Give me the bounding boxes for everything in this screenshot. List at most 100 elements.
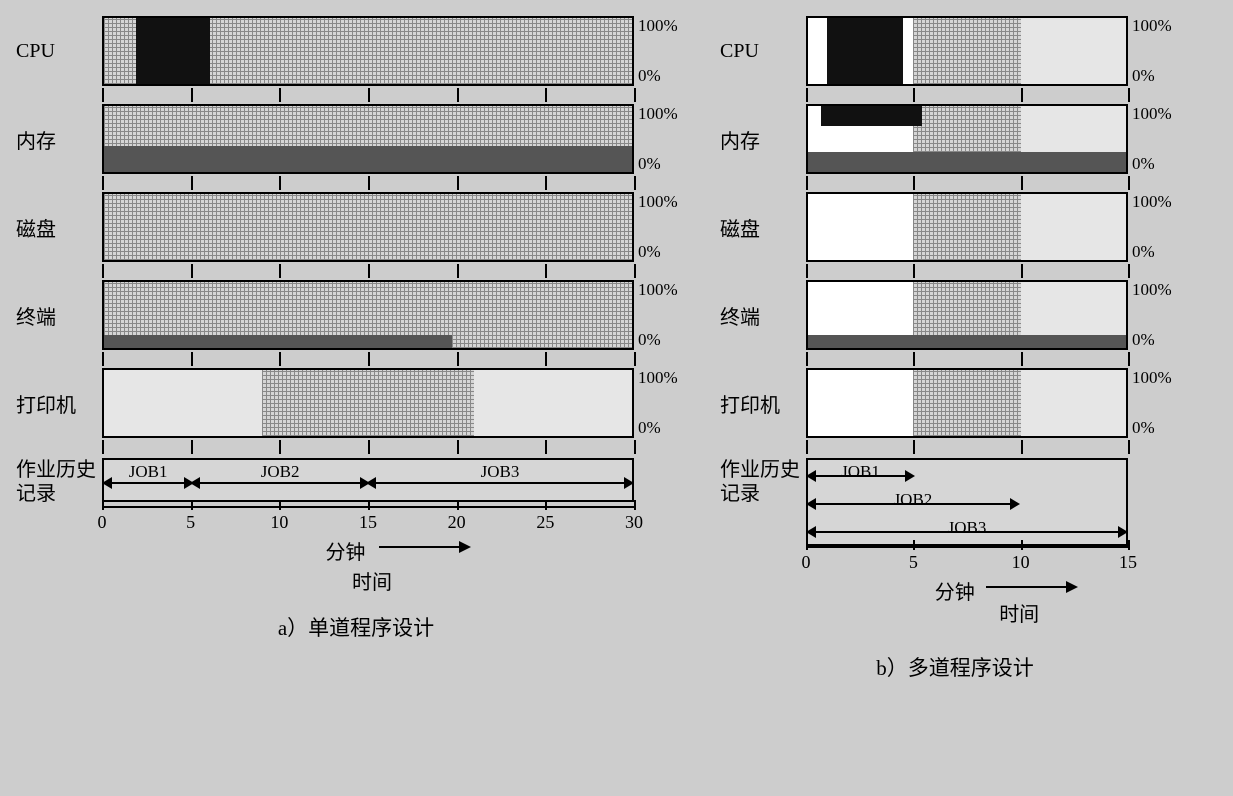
tick-row [102, 354, 634, 368]
resource-label: CPU [16, 40, 102, 63]
job-label: JOB3 [948, 518, 987, 538]
job-history-row-b: 作业历史记录 JOB1 JOB2 JOB3 [720, 458, 1190, 546]
panel-caption: a）单道程序设计 [16, 612, 696, 642]
pct-labels: 100%0% [634, 104, 696, 174]
tick-row [806, 90, 1128, 104]
minute-label: 分钟 [935, 576, 975, 605]
resource-chart [806, 280, 1128, 350]
resource-label: CPU [720, 40, 806, 63]
resource-row: 终端 100%0% [720, 280, 1190, 350]
hatch-fill [913, 18, 1021, 84]
dark-fill [136, 18, 210, 84]
mid-fill [104, 146, 632, 172]
resource-row: CPU 100%0% [16, 16, 696, 86]
minute-label: 分钟 [325, 536, 365, 565]
resource-label: 终端 [720, 301, 806, 330]
job-label: JOB1 [841, 462, 880, 482]
time-word: 时间 [352, 566, 392, 595]
axis-tick-label: 20 [448, 512, 466, 533]
tick-row [806, 354, 1128, 368]
tick-row [102, 442, 634, 456]
pct-labels: 100%0% [1128, 16, 1190, 86]
resource-chart [806, 104, 1128, 174]
resource-label: 内存 [720, 125, 806, 154]
tick-row [102, 90, 634, 104]
resource-label: 打印机 [16, 389, 102, 418]
axis-tick-label: 5 [186, 512, 195, 533]
axis-tick-label: 15 [359, 512, 377, 533]
resource-chart [102, 192, 634, 262]
axis-tick-label: 10 [270, 512, 288, 533]
tick-row [102, 178, 634, 192]
tick-row [806, 266, 1128, 280]
x-axis: 051015202530 [102, 506, 634, 534]
x-axis: 051015 [806, 546, 1128, 574]
panel-caption: b）多道程序设计 [720, 652, 1190, 682]
mid-fill [104, 335, 452, 348]
resource-chart [102, 104, 634, 174]
mid-fill [808, 335, 1126, 348]
pct-labels: 100%0% [634, 368, 696, 438]
hatch-fill [262, 370, 473, 436]
resource-label: 终端 [16, 301, 102, 330]
pct-labels: 100%0% [1128, 192, 1190, 262]
axis-tick-label: 15 [1119, 552, 1137, 573]
job-label: JOB1 [129, 462, 168, 482]
axis-tick-label: 10 [1012, 552, 1030, 573]
job-history-label: 作业历史记录 [720, 458, 806, 506]
pct-labels: 100%0% [634, 280, 696, 350]
resource-row: 磁盘100%0% [16, 192, 696, 262]
mid-fill [808, 152, 1126, 172]
hatch-fill [913, 194, 1021, 260]
resource-row: 打印机 100%0% [720, 368, 1190, 438]
time-word: 时间 [999, 598, 1039, 627]
job-history-box: JOB1 JOB2 JOB3 [806, 458, 1128, 546]
resource-row: 终端 100%0% [16, 280, 696, 350]
panel-b: CPU 100%0% 内存 100%0% 磁盘 100%0% 终端 100%0% 打印机 100%… [720, 16, 1190, 682]
time-arrow-icon [379, 546, 469, 548]
resource-row: 内存 100%0% [720, 104, 1190, 174]
resource-chart [806, 368, 1128, 438]
job-history-label: 作业历史记录 [16, 458, 102, 506]
job-history-box: JOB1JOB2JOB3 [102, 458, 634, 502]
pct-labels: 100%0% [634, 192, 696, 262]
resource-row: 内存 100%0% [16, 104, 696, 174]
job-label: JOB2 [894, 490, 933, 510]
resource-label: 磁盘 [720, 213, 806, 242]
pct-labels: 100%0% [634, 16, 696, 86]
tick-row [806, 178, 1128, 192]
time-label-area: 分钟 时间 [806, 574, 1128, 644]
hatch-fill [104, 194, 632, 260]
resource-label: 内存 [16, 125, 102, 154]
hatch-fill [913, 370, 1021, 436]
resource-chart [102, 368, 634, 438]
resource-chart [102, 280, 634, 350]
dark-fill [821, 106, 923, 126]
resource-chart [806, 192, 1128, 262]
panel-a: CPU100%0%内存100%0%磁盘100%0%终端100%0%打印机100%… [16, 16, 696, 682]
axis-tick-label: 30 [625, 512, 643, 533]
tick-row [806, 442, 1128, 456]
axis-tick-label: 5 [909, 552, 918, 573]
resource-row: CPU 100%0% [720, 16, 1190, 86]
job-span-arrow [192, 482, 368, 484]
dark-fill [827, 18, 903, 84]
resource-row: 磁盘 100%0% [720, 192, 1190, 262]
figure: CPU100%0%内存100%0%磁盘100%0%终端100%0%打印机100%… [16, 16, 1217, 682]
pct-labels: 100%0% [1128, 368, 1190, 438]
axis-tick-label: 0 [98, 512, 107, 533]
job-label: JOB3 [481, 462, 520, 482]
resource-chart [806, 16, 1128, 86]
time-arrow-icon [986, 586, 1076, 588]
job-history-row-a: 作业历史记录 JOB1JOB2JOB3 [16, 458, 696, 506]
axis-tick-label: 25 [536, 512, 554, 533]
axis-tick-label: 0 [802, 552, 811, 573]
job-span-arrow [368, 482, 632, 484]
resource-label: 打印机 [720, 389, 806, 418]
time-label-area: 分钟 时间 [102, 534, 634, 604]
resource-row: 打印机 100%0% [16, 368, 696, 438]
pct-labels: 100%0% [1128, 104, 1190, 174]
tick-row [102, 266, 634, 280]
job-span-arrow [104, 482, 192, 484]
pct-labels: 100%0% [1128, 280, 1190, 350]
